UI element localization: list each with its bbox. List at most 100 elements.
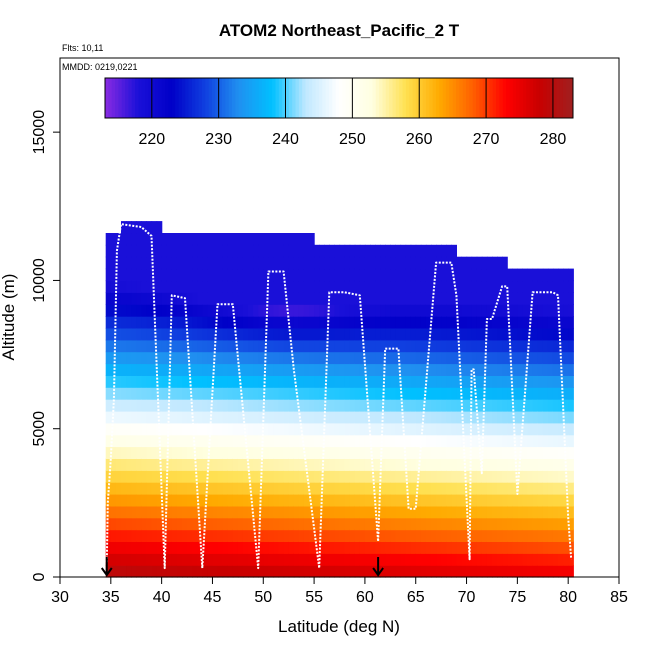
x-tick-label: 60 (356, 589, 374, 606)
heatmap-cell (298, 482, 305, 495)
heatmap-cell (182, 280, 188, 293)
heatmap-cell (222, 268, 229, 282)
heatmap-cell (542, 410, 549, 424)
heatmap-cell (171, 327, 178, 341)
heatmap-cell (507, 565, 513, 578)
heatmap-cell (212, 446, 219, 459)
heatmap-cell (161, 458, 168, 471)
heatmap-cell (507, 446, 513, 459)
heatmap-cell (207, 446, 214, 459)
heatmap-cell (192, 233, 198, 246)
heatmap-cell (268, 244, 275, 258)
heatmap-cell (110, 446, 117, 459)
heatmap-cell (187, 387, 193, 400)
heatmap-cell (446, 316, 452, 329)
heatmap-cell (131, 434, 137, 448)
heatmap-cell (395, 553, 402, 566)
heatmap-cell (222, 387, 229, 400)
heatmap-cell (497, 422, 503, 436)
heatmap-cell (486, 565, 493, 578)
heatmap-cell (263, 529, 269, 542)
heatmap-cell (364, 351, 371, 365)
heatmap-cell (268, 446, 275, 459)
heatmap-cell (486, 458, 493, 471)
colorbar-swatch (349, 78, 353, 118)
heatmap-cell (420, 304, 427, 317)
heatmap-cell (425, 529, 432, 542)
heatmap-cell (314, 517, 320, 531)
heatmap-cell (207, 327, 214, 341)
heatmap-cell (532, 505, 539, 519)
heatmap-cell (182, 339, 188, 353)
heatmap-cell (395, 482, 402, 495)
heatmap-cell (563, 399, 569, 412)
colorbar-swatch (181, 78, 186, 118)
heatmap-cell (187, 351, 193, 365)
heatmap-cell (517, 387, 524, 400)
heatmap-cell (334, 505, 341, 519)
colorbar-swatch (439, 78, 444, 118)
heatmap-cell (319, 565, 325, 578)
heatmap-cell (232, 494, 239, 507)
heatmap-cell (166, 553, 173, 566)
heatmap-cell (303, 494, 310, 507)
heatmap-cell (471, 351, 478, 365)
heatmap-cell (486, 316, 493, 329)
heatmap-cell (319, 410, 325, 424)
heatmap-cell (522, 268, 529, 282)
heatmap-cell (436, 410, 442, 424)
heatmap-cell (425, 256, 432, 270)
heatmap-cell (161, 304, 168, 317)
heatmap-cell (212, 316, 219, 329)
heatmap-cell (207, 565, 214, 578)
heatmap-cell (232, 399, 239, 412)
heatmap-cell (431, 553, 437, 566)
heatmap-cell (141, 268, 147, 282)
heatmap-cell (268, 351, 275, 365)
heatmap-cell (242, 292, 249, 305)
heatmap-cell (187, 422, 193, 436)
heatmap-cell (385, 399, 391, 412)
heatmap-cell (217, 505, 224, 519)
heatmap-cell (212, 351, 219, 365)
heatmap-cell (395, 399, 402, 412)
heatmap-cell (532, 482, 539, 495)
heatmap-cell (461, 422, 468, 436)
heatmap-cell (242, 327, 249, 341)
heatmap-cell (466, 339, 473, 353)
heatmap-cell (121, 244, 127, 258)
heatmap-cell (166, 446, 173, 459)
heatmap-cell (207, 399, 214, 412)
heatmap-cell (237, 422, 244, 436)
heatmap-cell (283, 233, 290, 246)
heatmap-cell (131, 553, 137, 566)
heatmap-cell (492, 268, 498, 282)
heatmap-cell (481, 304, 488, 317)
heatmap-cell (273, 351, 280, 365)
heatmap-cell (136, 470, 142, 483)
heatmap-cell (253, 553, 259, 566)
heatmap-cell (192, 422, 198, 436)
heatmap-cell (187, 268, 193, 282)
heatmap-cell (242, 363, 249, 376)
heatmap-cell (288, 233, 295, 246)
heatmap-cell (161, 494, 168, 507)
colorbar-swatch (151, 78, 156, 118)
heatmap-cell (492, 363, 498, 376)
heatmap-cell (415, 268, 422, 282)
heatmap-cell (446, 565, 452, 578)
heatmap-cell (461, 363, 468, 376)
heatmap-cell (436, 304, 442, 317)
heatmap-cell (105, 410, 112, 424)
heatmap-cell (314, 280, 320, 293)
heatmap-cell (512, 327, 518, 341)
heatmap-cell (212, 529, 219, 542)
colorbar-swatch (449, 78, 454, 118)
heatmap-cell (537, 553, 544, 566)
heatmap-cell (136, 458, 142, 471)
heatmap-cell (517, 280, 524, 293)
colorbar-swatch (542, 78, 547, 118)
heatmap-cell (385, 517, 391, 531)
heatmap-cell (293, 304, 300, 317)
heatmap-cell (481, 434, 488, 448)
